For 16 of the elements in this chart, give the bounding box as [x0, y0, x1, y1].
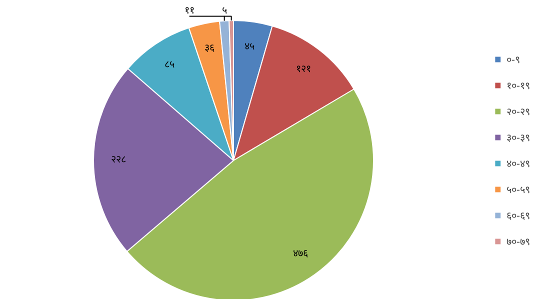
- legend-label: ७०-७९: [506, 236, 530, 248]
- legend-label: ५०-५९: [506, 184, 530, 196]
- legend-label: ६०-६९: [506, 210, 530, 222]
- data-label: ४५: [244, 41, 255, 52]
- legend-label: १०-१९: [506, 80, 530, 92]
- data-label: २२८: [111, 154, 126, 166]
- legend-label: ३०-३९: [506, 132, 530, 144]
- data-label: ८५: [164, 60, 175, 71]
- data-label: ४७६: [292, 248, 308, 260]
- legend-label: ४०-४९: [506, 158, 530, 170]
- data-label: ३६: [204, 42, 214, 54]
- legend-label: २०-२९: [506, 106, 530, 118]
- data-label: १२१: [296, 64, 312, 76]
- legend-label: ०-९: [506, 54, 521, 66]
- data-label: ११: [184, 5, 194, 16]
- data-label: ५: [222, 5, 227, 16]
